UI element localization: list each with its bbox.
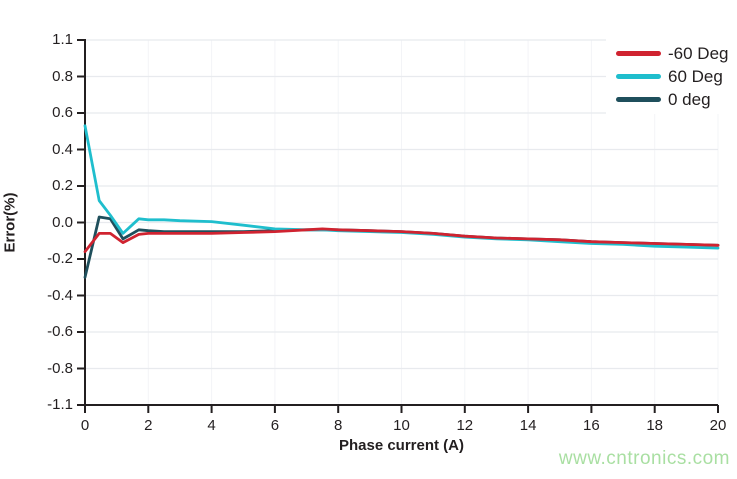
- y-tick-label: 0.8: [52, 67, 73, 85]
- y-tick-label: 0.6: [52, 104, 73, 121]
- x-tick-label: 20: [709, 417, 727, 434]
- x-tick-label: 6: [270, 417, 280, 434]
- y-tick-label: -1.1: [47, 396, 73, 413]
- y-tick-label: -0.4: [47, 286, 73, 304]
- series-line--60-deg: [83, 227, 720, 254]
- y-tick-label: -0.6: [47, 323, 73, 340]
- x-tick-label: 12: [456, 417, 474, 434]
- x-tick-label: 14: [519, 417, 537, 434]
- x-axis-title: Phase current (A): [338, 437, 465, 454]
- legend-row: 0 deg: [616, 88, 728, 111]
- legend-swatch-0-deg: [616, 97, 661, 102]
- legend-row: 60 Deg: [616, 65, 728, 88]
- x-tick-label: 4: [207, 417, 216, 434]
- y-axis-title: Error(%): [1, 192, 19, 253]
- y-tick-label: 0.4: [52, 140, 73, 158]
- x-tick-label: 16: [583, 417, 600, 434]
- legend-row: -60 Deg: [616, 42, 728, 65]
- legend-swatch-minus-60-deg: [616, 51, 661, 56]
- y-tick-label: -0.8: [47, 359, 73, 377]
- watermark-text: www.cntronics.com: [558, 448, 730, 469]
- y-tick-label: 1.1: [52, 31, 73, 48]
- y-tick-label: 0.0: [52, 213, 73, 231]
- legend-swatch-60-deg: [616, 74, 661, 79]
- legend-label: -60 Deg: [668, 43, 729, 63]
- legend: -60 Deg 60 Deg 0 deg: [606, 39, 733, 114]
- y-tick-label: -0.2: [47, 250, 73, 267]
- legend-label: 0 deg: [668, 89, 711, 109]
- x-tick-label: 10: [393, 417, 410, 434]
- y-tick-label: 0.2: [52, 177, 73, 194]
- x-tick-label: 2: [144, 417, 153, 434]
- x-tick-label: 8: [334, 417, 343, 434]
- x-tick-label: 18: [646, 417, 664, 434]
- legend-label: 60 Deg: [668, 66, 723, 86]
- x-tick-label: 0: [80, 417, 90, 434]
